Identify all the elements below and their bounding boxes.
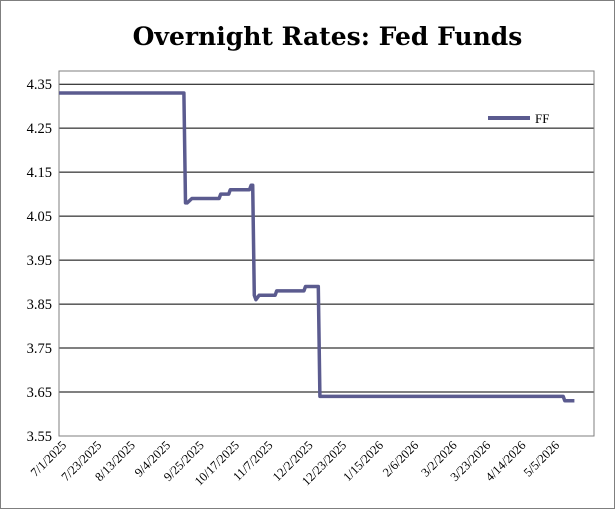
legend: FF xyxy=(488,111,549,126)
chart-title: Overnight Rates: Fed Funds xyxy=(132,22,523,51)
x-tick-label: 5/5/2026 xyxy=(521,438,562,479)
legend-label-ff: FF xyxy=(535,111,549,126)
x-tick-label: 2/6/2026 xyxy=(380,438,421,479)
y-tick-label: 4.25 xyxy=(27,121,52,137)
y-tick-label: 4.15 xyxy=(27,165,52,181)
y-tick-label: 3.75 xyxy=(27,341,52,357)
plot-area xyxy=(58,70,595,437)
series-line-ff xyxy=(59,91,575,403)
x-axis-ticks: 7/1/20257/23/20258/13/20259/4/20259/25/2… xyxy=(28,438,562,488)
series-lines xyxy=(59,91,575,403)
y-tick-label: 3.55 xyxy=(27,429,52,445)
y-tick-label: 3.65 xyxy=(27,385,52,401)
y-tick-label: 3.85 xyxy=(27,297,52,313)
x-tick-label: 1/15/2026 xyxy=(340,438,386,484)
y-axis-ticks: 4.35 4.25 4.15 4.05 3.95 3.85 3.75 3.65 3.55 xyxy=(27,77,52,445)
y-tick-label: 4.05 xyxy=(27,209,52,225)
gridlines xyxy=(59,83,594,393)
y-tick-label: 4.35 xyxy=(27,77,52,93)
y-tick-label: 3.95 xyxy=(27,253,52,269)
